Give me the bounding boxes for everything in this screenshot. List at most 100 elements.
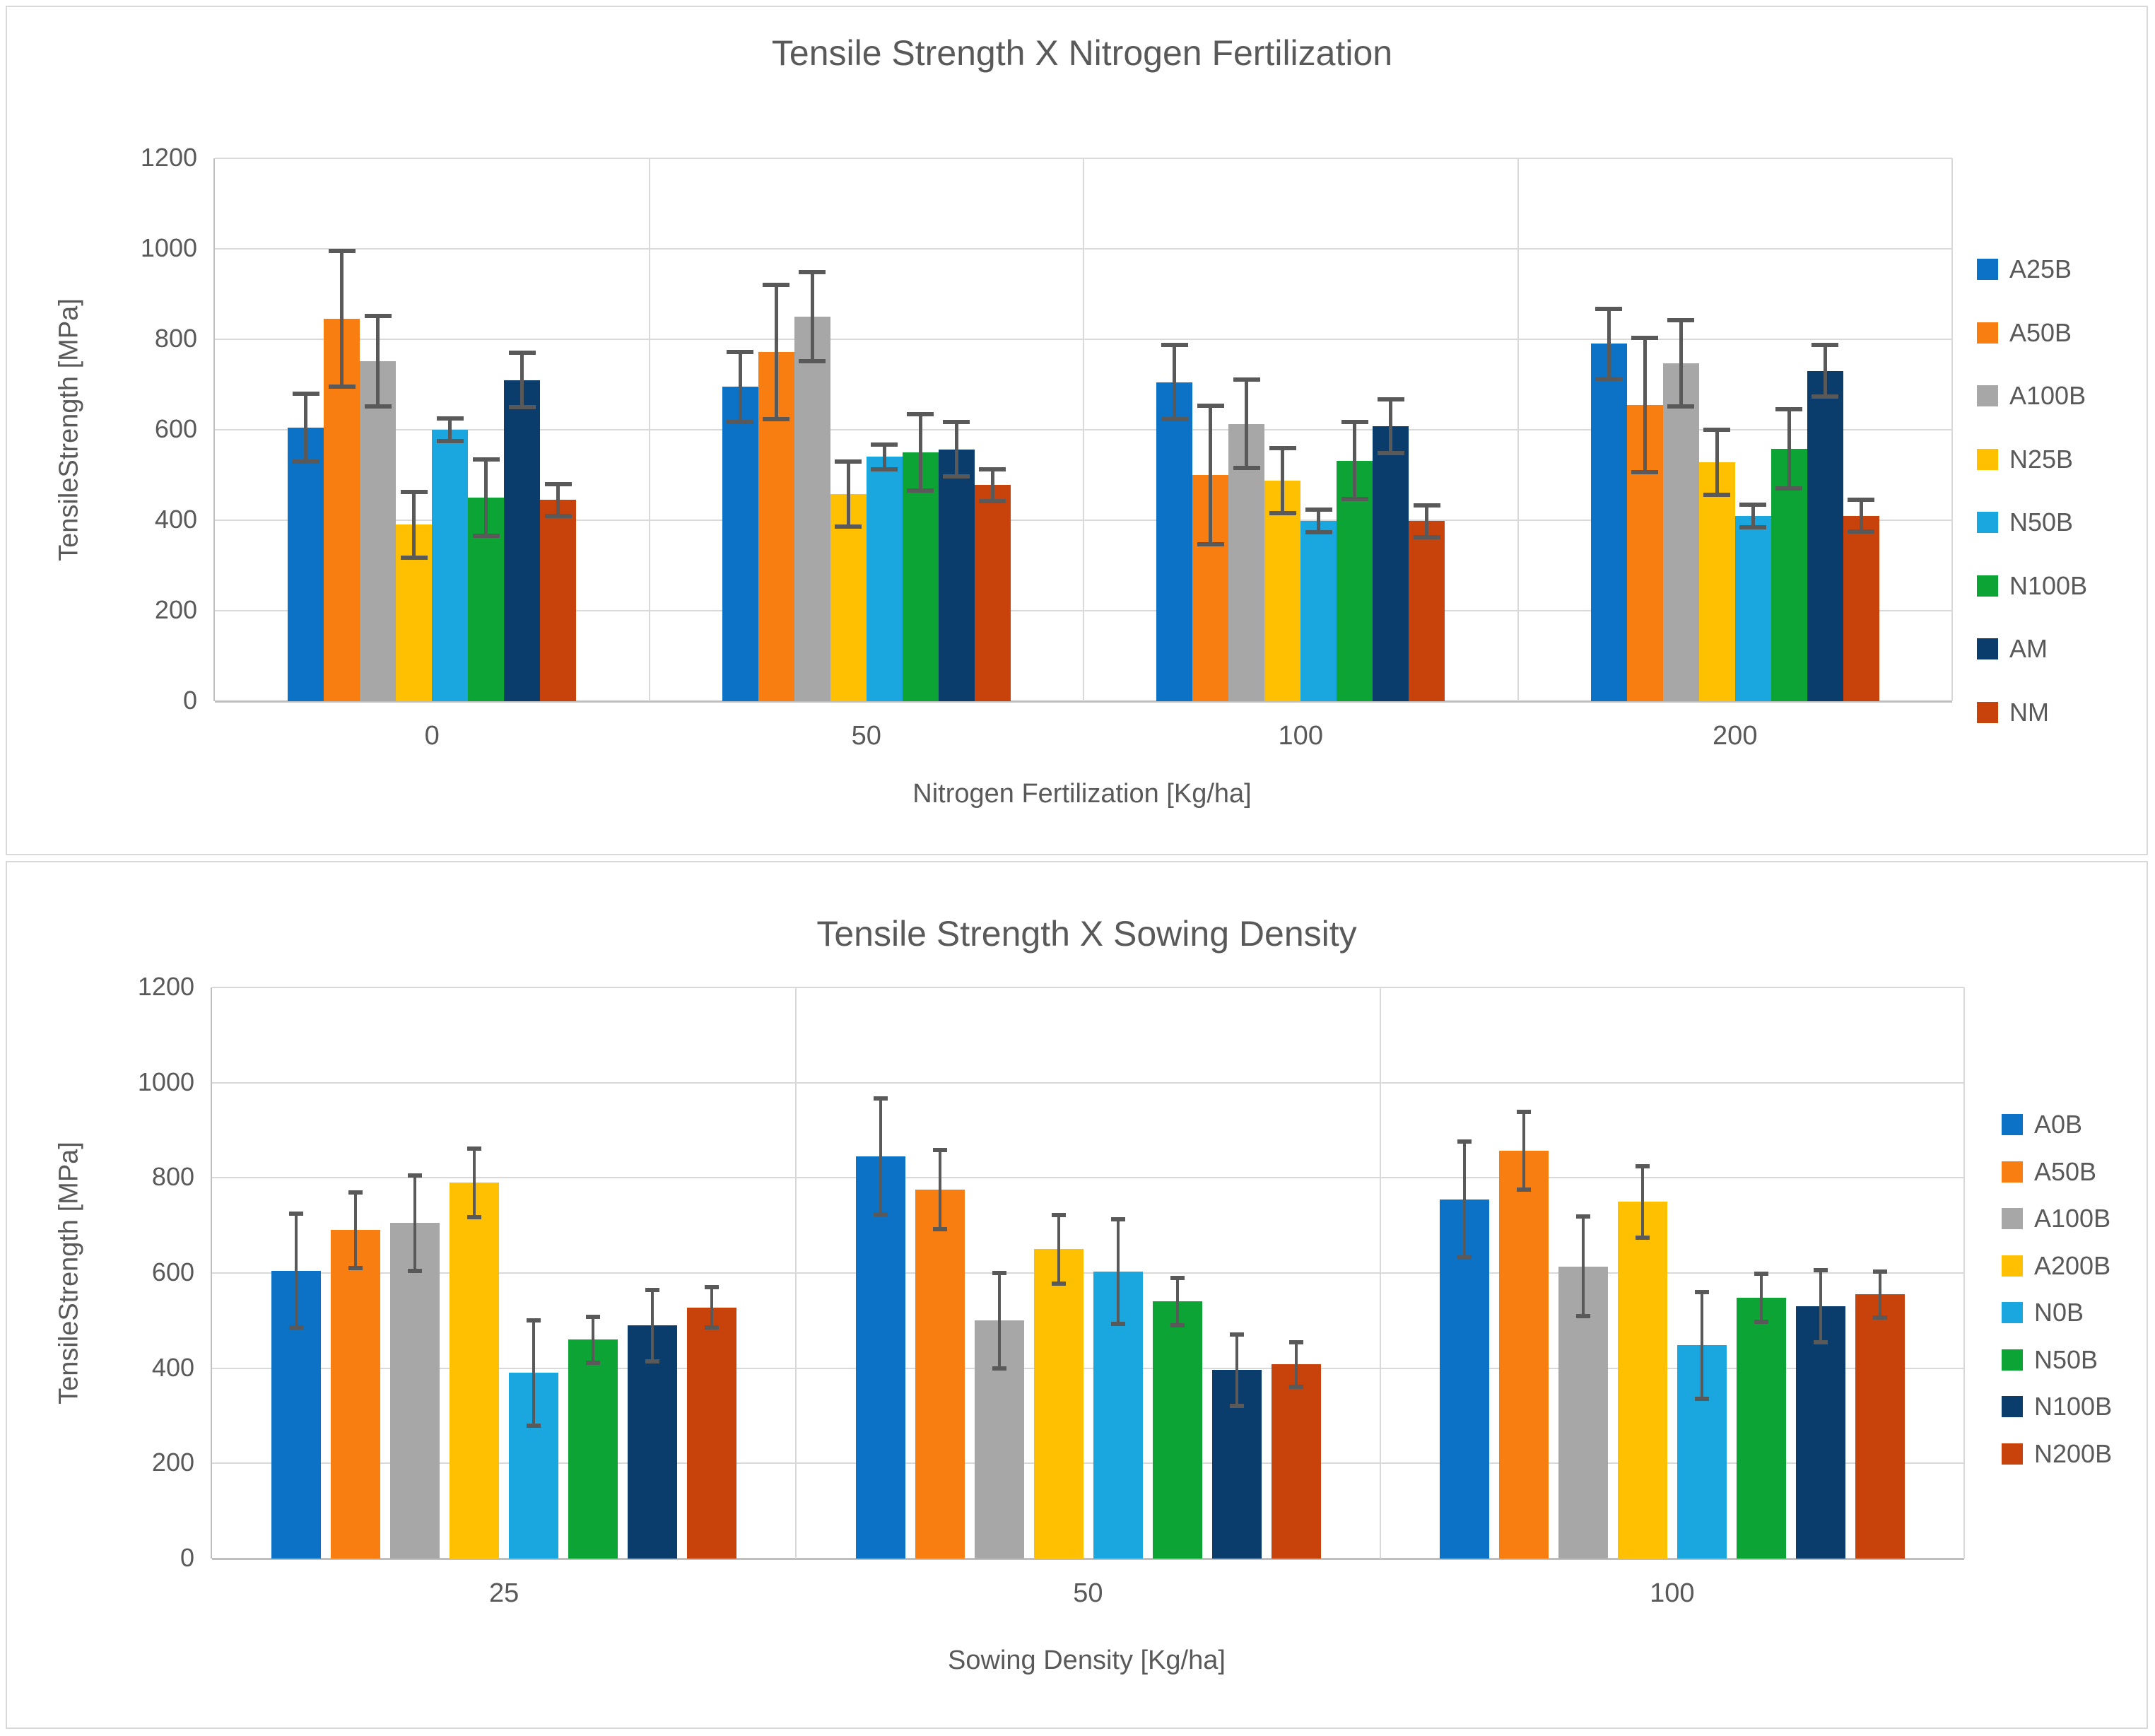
errorbar-cap (364, 404, 392, 409)
errorbar-cap (799, 358, 826, 363)
gridline-1000 (212, 1081, 1964, 1084)
errorbar-cap (907, 488, 934, 493)
legend-label-a50b: A50B (2009, 317, 2072, 347)
bar-A25B-100 (1156, 382, 1193, 701)
legend-label-n100b: N100B (2009, 570, 2088, 600)
legend-item-a0b: A0B (2002, 1110, 2082, 1139)
legend-label-n50b: N50B (2009, 508, 2074, 536)
errorbar-cap (1667, 404, 1695, 409)
bar-A25B-0 (288, 427, 324, 701)
errorbar-N50B-100 (1759, 1274, 1763, 1322)
errorbar-cap (1110, 1216, 1125, 1221)
errorbar-cap (932, 1148, 947, 1153)
errorbar-cap (1754, 1319, 1768, 1324)
errorbar-cap (400, 555, 428, 560)
bar-NM-200 (1843, 515, 1879, 701)
errorbar-A200B-25 (473, 1148, 476, 1217)
legend-label-a100b: A100B (2009, 381, 2086, 410)
gridline-600 (212, 1272, 1964, 1274)
errorbar-cap (727, 419, 754, 424)
bar-N50B-50 (866, 457, 903, 701)
gridline-0 (212, 1558, 1964, 1560)
errorbar-cap (1161, 417, 1188, 422)
errorbar-AM-100 (1389, 399, 1393, 454)
errorbar-A25B-50 (738, 351, 742, 422)
legend-swatch-n100b (1977, 575, 1998, 597)
errorbar-cap (544, 481, 572, 486)
bar-A100B-50 (794, 317, 830, 701)
errorbar-A50B-25 (354, 1192, 358, 1269)
errorbar-cap (1575, 1314, 1590, 1319)
errorbar-cap (932, 1227, 947, 1232)
legend-swatch-n50b (1977, 512, 1998, 533)
errorbar-cap (1739, 502, 1767, 507)
bar-N50B-25 (568, 1339, 618, 1559)
errorbar-N200B-100 (1878, 1272, 1881, 1318)
ytick-0: 0 (182, 686, 197, 715)
legend-item-am: AM (1977, 634, 2048, 664)
errorbar-cap (1305, 530, 1332, 535)
errorbar-cap (645, 1359, 660, 1363)
errorbar-cap (1110, 1322, 1125, 1326)
errorbar-cap (835, 524, 862, 529)
errorbar-cap (1413, 503, 1440, 508)
legend-swatch-a0b (2002, 1114, 2023, 1135)
ytick-200: 200 (154, 595, 197, 624)
y-axis-title-sowing: TensileStrength [MPa] (54, 1142, 84, 1404)
errorbar-cap (1161, 343, 1188, 348)
bar-NM-100 (1409, 521, 1445, 701)
errorbar-cap (400, 490, 428, 495)
legend-label-n25b: N25B (2009, 444, 2074, 474)
errorbar-cap (1595, 306, 1623, 311)
errorbar-cap (1595, 377, 1623, 382)
ytick-1000: 1000 (140, 233, 197, 262)
ytick-0: 0 (180, 1543, 194, 1572)
legend-swatch-n0b (2002, 1302, 2023, 1323)
legend-label-nm: NM (2009, 697, 2049, 727)
legend-swatch-a25b (1977, 259, 1998, 280)
legend-label-a200b: A200B (2034, 1250, 2111, 1280)
ytick-800: 800 (151, 1162, 194, 1192)
errorbar-cap (1775, 406, 1803, 411)
bar-N50B-100 (1736, 1298, 1786, 1559)
errorbar-cap (348, 1266, 363, 1271)
errorbar-cap (472, 457, 500, 462)
errorbar-cap (289, 1211, 304, 1216)
errorbar-N0B-100 (1700, 1291, 1703, 1399)
errorbar-A100B-50 (997, 1273, 1001, 1368)
errorbar-A25B-200 (1607, 308, 1611, 380)
legend-swatch-n200b (2002, 1443, 2023, 1465)
errorbar-cap (1229, 1332, 1244, 1337)
ytick-1200: 1200 (137, 972, 194, 1001)
chart-title-sowing: Tensile Strength X Sowing Density (816, 914, 1357, 954)
errorbar-A25B-0 (304, 393, 308, 462)
category-separator (648, 158, 650, 701)
errorbar-cap (705, 1325, 720, 1330)
errorbar-cap (1703, 493, 1731, 498)
bar-N100B-25 (628, 1325, 678, 1559)
errorbar-cap (1341, 420, 1368, 425)
errorbar-A50B-100 (1209, 406, 1213, 544)
legend-swatch-n25b (1977, 448, 1998, 470)
errorbar-AM-200 (1823, 345, 1827, 397)
bar-A50B-100 (1498, 1151, 1549, 1559)
legend-label-a0b: A0B (2034, 1110, 2083, 1139)
legend-swatch-nm (1977, 701, 1998, 723)
errorbar-N100B-25 (651, 1289, 654, 1361)
errorbar-cap (992, 1271, 1006, 1275)
gridline-400 (212, 1367, 1964, 1369)
legend-swatch-a50b (1977, 322, 1998, 344)
legend-item-a25b: A25B (1977, 254, 2072, 284)
legend-swatch-n100b (2002, 1396, 2023, 1417)
errorbar-N0B-25 (532, 1320, 536, 1426)
bar-A100B-200 (1662, 363, 1699, 701)
errorbar-A50B-0 (340, 251, 344, 387)
errorbar-A200B-50 (1057, 1214, 1060, 1284)
legend-swatch-a100b (1977, 385, 1998, 406)
bar-A100B-25 (390, 1223, 440, 1559)
errorbar-cap (1754, 1272, 1768, 1277)
errorbar-cap (436, 416, 464, 421)
errorbar-cap (408, 1173, 423, 1178)
errorbar-cap (705, 1285, 720, 1290)
errorbar-cap (979, 498, 1006, 503)
